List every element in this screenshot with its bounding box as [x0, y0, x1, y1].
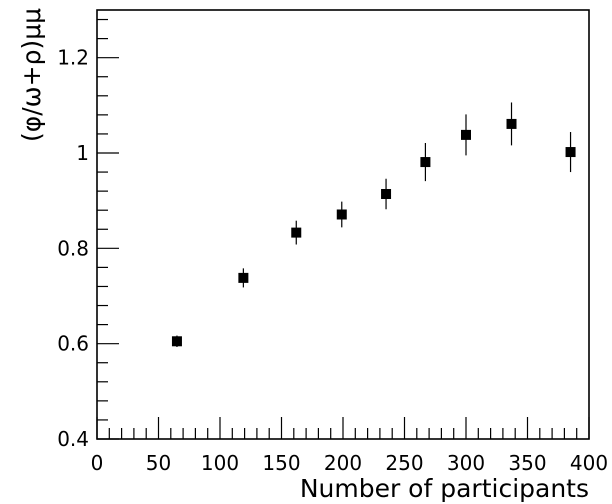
data-point: [420, 157, 431, 168]
y-tick-label: 0.4: [57, 427, 89, 451]
data-point: [565, 147, 576, 158]
data-point: [336, 209, 347, 220]
x-tick-label: 50: [146, 451, 171, 475]
data-point: [291, 227, 302, 238]
x-axis-tick-labels: 0 50 100 150 200 250 300 350 400: [91, 451, 608, 475]
x-tick-label: 200: [324, 451, 362, 475]
y-axis-title: (φ/ω+ρ)μμ: [17, 8, 46, 142]
plot-frame: [96, 9, 590, 440]
x-tick-label: 350: [508, 451, 546, 475]
data-point: [238, 272, 249, 283]
x-axis-title: Number of participants: [300, 474, 589, 503]
x-tick-label: 300: [447, 451, 485, 475]
data-point: [461, 129, 471, 140]
data-point: [506, 118, 517, 129]
y-axis-ticks: [97, 18, 119, 440]
y-axis-tick-labels: 0.4 0.6 0.8 1 1.2: [57, 46, 89, 451]
data-point: [171, 336, 182, 347]
y-tick-label: 0.8: [57, 236, 89, 260]
y-tick-label: 0.6: [57, 332, 89, 356]
data-points: [171, 102, 576, 348]
y-tick-label: 1: [76, 141, 89, 165]
x-tick-label: 0: [91, 451, 104, 475]
data-point: [381, 188, 392, 199]
x-tick-label: 100: [201, 451, 239, 475]
x-tick-label: 400: [570, 451, 608, 475]
x-axis-ticks: [96, 417, 590, 439]
x-tick-label: 250: [385, 451, 423, 475]
x-tick-label: 150: [262, 451, 300, 475]
y-tick-label: 1.2: [57, 46, 89, 70]
